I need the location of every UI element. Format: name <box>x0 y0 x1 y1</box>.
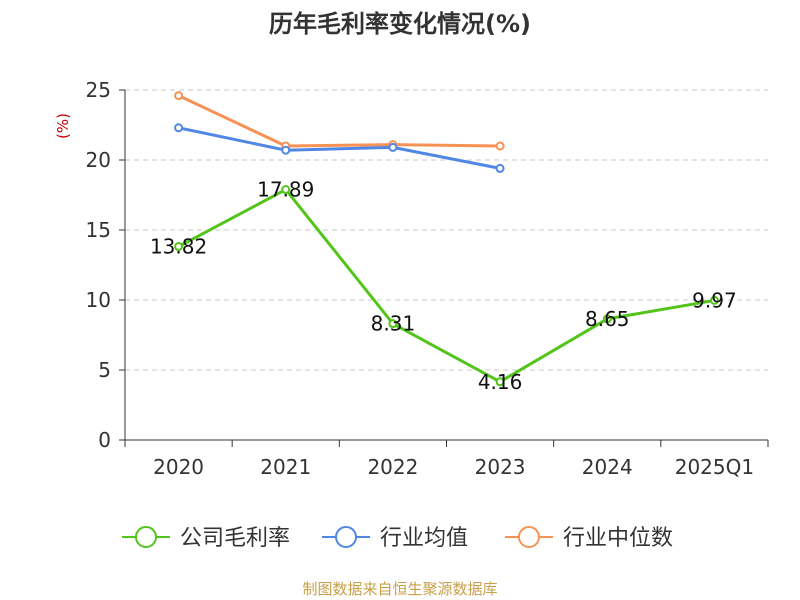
data-label: 4.16 <box>478 370 523 394</box>
legend-label: 行业均值 <box>380 526 468 551</box>
data-point <box>174 242 184 252</box>
legend-marker <box>518 526 540 548</box>
x-tick-label: 2024 <box>582 455 633 479</box>
legend-marker <box>135 526 157 548</box>
y-tick-label: 25 <box>86 78 111 102</box>
data-point <box>174 123 184 133</box>
data-point <box>281 145 291 155</box>
chart-title: 历年毛利率变化情况(%) <box>269 10 531 38</box>
data-point <box>281 185 291 195</box>
data-point <box>495 141 505 151</box>
x-tick-label: 2020 <box>153 455 204 479</box>
data-label: 17.89 <box>257 178 314 202</box>
data-point <box>388 142 398 152</box>
y-tick-label: 5 <box>98 358 111 382</box>
y-tick-label: 15 <box>86 218 111 242</box>
data-point <box>602 314 612 324</box>
y-tick-label: 0 <box>98 428 111 452</box>
x-tick-label: 2022 <box>367 455 418 479</box>
data-point <box>388 319 398 329</box>
data-label: 13.82 <box>150 235 207 259</box>
axes: 0 5 10 15 20 25 2020 2021 2022 2023 2024 2025Q1 (%) <box>54 78 769 479</box>
data-point <box>495 163 505 173</box>
y-axis-label: (%) <box>54 113 72 139</box>
data-label: 8.31 <box>371 312 416 336</box>
legend-label: 行业中位数 <box>563 526 673 551</box>
x-tick-label: 2021 <box>260 455 311 479</box>
series-line-1 <box>178 126 501 170</box>
legend-item-0[interactable]: 公司毛利率 <box>122 526 290 551</box>
data-label: 9.97 <box>692 288 737 312</box>
source-footer: 制图数据来自恒生聚源数据库 <box>302 580 498 598</box>
legend: 公司毛利率 行业均值 行业中位数 <box>122 526 673 551</box>
y-tick-label: 10 <box>86 288 111 312</box>
data-point <box>174 91 184 101</box>
legend-item-1[interactable]: 行业均值 <box>322 526 468 551</box>
series-lines <box>174 91 719 387</box>
data-labels: 13.82 17.89 8.31 4.16 8.65 9.97 <box>150 178 737 394</box>
data-point <box>709 295 719 305</box>
x-tick-label: 2023 <box>475 455 526 479</box>
legend-marker <box>335 526 357 548</box>
y-tick-label: 20 <box>86 148 111 172</box>
data-label: 8.65 <box>585 307 630 331</box>
legend-label: 公司毛利率 <box>180 526 290 551</box>
gridlines <box>125 89 768 371</box>
series-line-0 <box>177 188 715 384</box>
data-point <box>495 377 505 387</box>
series-line-2 <box>177 94 501 148</box>
x-tick-label: 2025Q1 <box>675 455 754 479</box>
legend-item-2[interactable]: 行业中位数 <box>505 526 673 551</box>
